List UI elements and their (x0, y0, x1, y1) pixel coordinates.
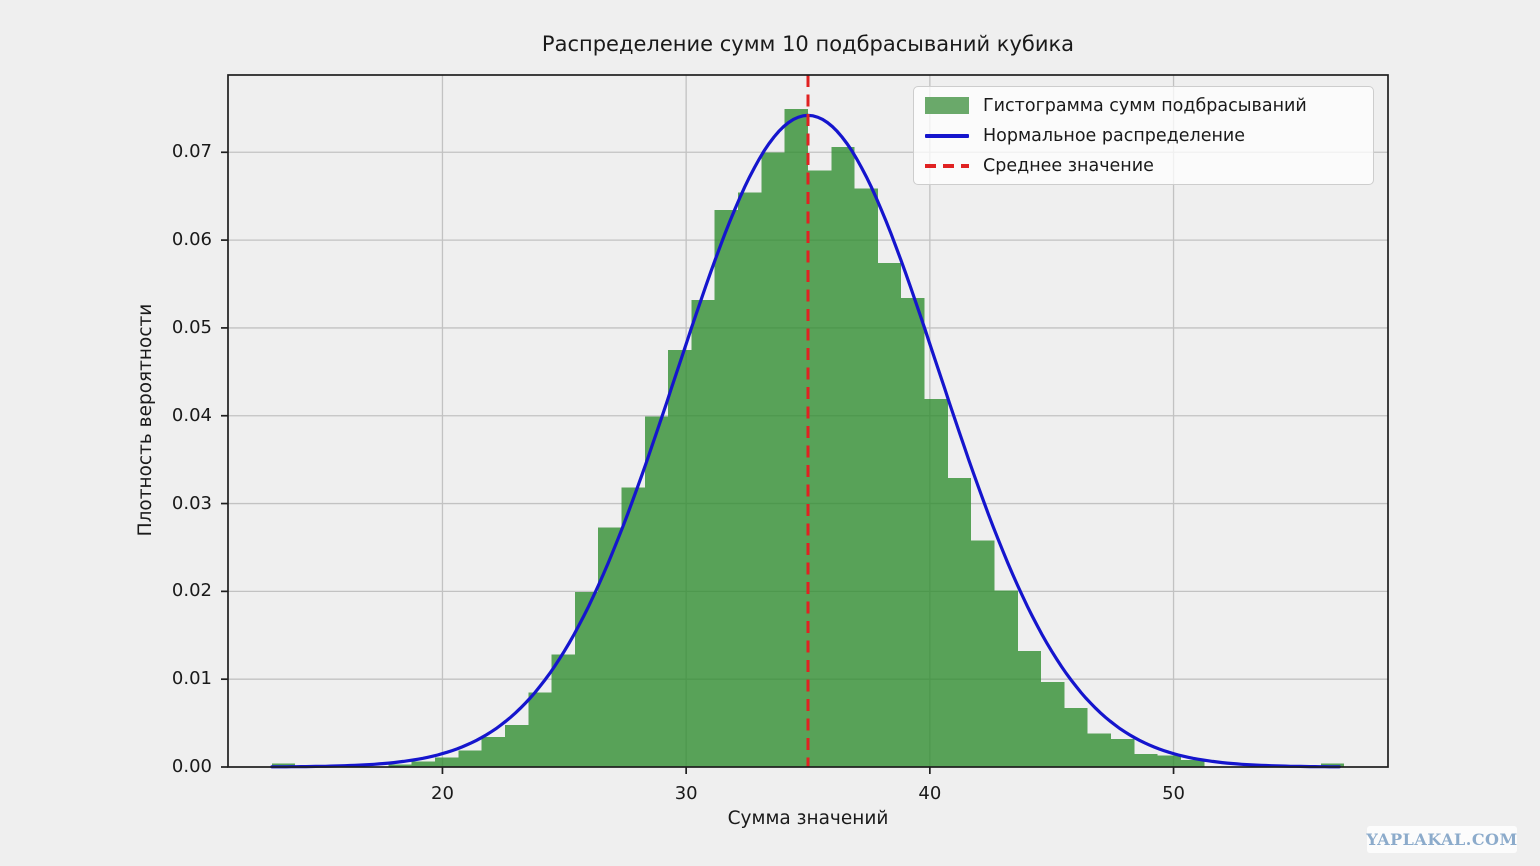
histogram-bar (831, 147, 855, 768)
y-tick-label: 0.02 (171, 580, 212, 602)
y-tick-label: 0.06 (171, 229, 212, 251)
histogram-bar (784, 109, 808, 768)
x-axis-label: Сумма значений (727, 808, 889, 829)
histogram-bar (761, 152, 785, 768)
legend-item-normal-curve: Нормальное распределение (914, 121, 1373, 151)
legend: Гистограмма сумм подбрасываний Нормально… (913, 86, 1374, 185)
normal-curve-line (270, 113, 1341, 769)
axis-ticks (221, 151, 1175, 774)
histogram-bar (574, 592, 599, 767)
y-tick-label: 0.07 (171, 141, 212, 163)
histogram-bar (1111, 738, 1135, 767)
histogram-bar (994, 590, 1018, 767)
legend-label: Нормальное распределение (983, 125, 1246, 146)
legend-label: Гистограмма сумм подбрасываний (983, 95, 1307, 116)
histogram-bar (435, 757, 459, 767)
histogram-bar (621, 487, 645, 767)
histogram-bar (691, 299, 715, 767)
y-tick-label: 0.01 (171, 668, 212, 690)
histogram-bar (504, 724, 529, 767)
watermark: YAPLAKAL.COM (1366, 826, 1517, 853)
y-tick-label: 0.00 (171, 756, 212, 777)
histogram-bar (854, 188, 878, 767)
histogram-bar (714, 210, 739, 767)
histogram-bar (598, 527, 622, 767)
legend-label: Среднее значение (983, 155, 1154, 176)
histogram-bar (388, 764, 412, 767)
legend-item-histogram: Гистограмма сумм подбрасываний (914, 91, 1373, 121)
blue-line-icon (925, 133, 969, 138)
y-tick-label: 0.04 (171, 404, 212, 426)
histogram-bar (1134, 753, 1158, 767)
green-patch-icon (925, 97, 969, 114)
histogram-bar (971, 540, 995, 767)
plot-frame (227, 74, 1389, 768)
histogram-bar (1087, 733, 1112, 767)
histogram-bar (924, 399, 948, 767)
histogram-bar (411, 761, 436, 767)
histogram-bar (1017, 651, 1042, 767)
y-tick-label: 0.05 (171, 316, 212, 338)
histogram-bar (528, 692, 552, 767)
histogram-bar (807, 170, 832, 767)
histogram-bar (1157, 755, 1181, 767)
histogram-bar (947, 478, 972, 767)
histogram-bar (1064, 708, 1088, 767)
x-tick-label: 30 (674, 783, 698, 804)
histogram-bars (271, 109, 1345, 768)
histogram-bar (1180, 759, 1205, 767)
histogram-bar (551, 654, 575, 767)
legend-item-mean: Среднее значение (914, 151, 1373, 181)
chart-title: Распределение сумм 10 подбрасываний куби… (541, 32, 1075, 56)
red-dashed-line-icon (925, 163, 969, 168)
x-tick-label: 50 (1162, 783, 1185, 804)
histogram-bar (481, 737, 505, 767)
histogram-bar (1041, 681, 1065, 767)
histogram-bar (877, 262, 902, 767)
y-tick-label: 0.03 (171, 492, 212, 514)
histogram-bar (458, 750, 482, 767)
histogram-bar (668, 349, 692, 767)
x-tick-label: 40 (918, 783, 942, 804)
histogram-bar (901, 298, 925, 767)
x-tick-label: 20 (431, 783, 454, 804)
histogram-bar (644, 416, 669, 767)
histogram-bar (738, 192, 762, 768)
